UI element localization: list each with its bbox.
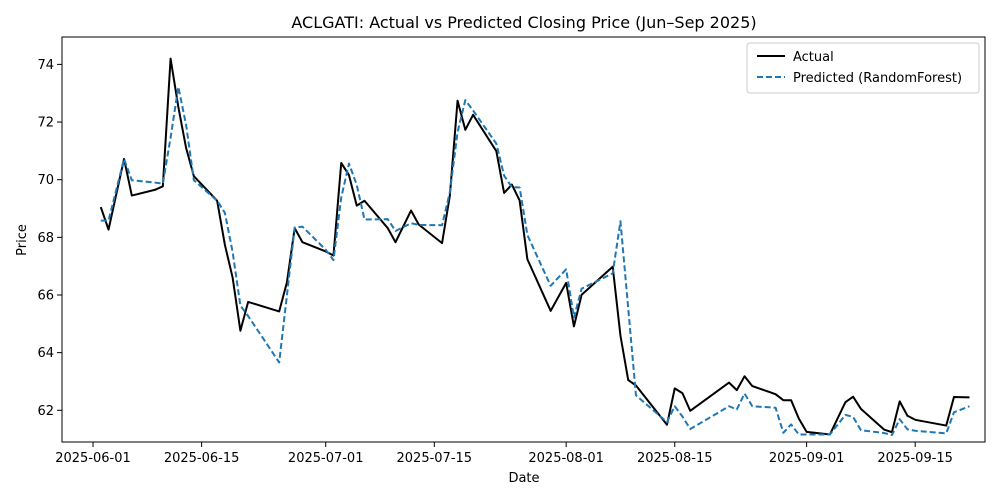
series-layer bbox=[99, 57, 970, 437]
y-axis-label: Price bbox=[15, 224, 30, 256]
y-tick-label: 72 bbox=[37, 116, 54, 131]
x-tick-label: 2025-07-15 bbox=[397, 451, 473, 466]
x-axis: 2025-06-01 2025-06-15 2025-07-01 2025-07-15… bbox=[55, 442, 953, 466]
y-axis: 62 64 66 68 70 72 74 bbox=[37, 58, 62, 419]
y-tick-label: 62 bbox=[37, 404, 54, 419]
y-tick-label: 64 bbox=[37, 346, 54, 361]
y-tick-label: 74 bbox=[37, 58, 54, 73]
legend: Actual Predicted (RandomForest) bbox=[746, 42, 980, 94]
chart-title: ACLGATI: Actual vs Predicted Closing Pri… bbox=[291, 13, 756, 32]
x-tick-label: 2025-09-15 bbox=[877, 451, 953, 466]
series-line-actual bbox=[99, 57, 970, 436]
y-tick-label: 66 bbox=[37, 288, 54, 303]
legend-label-actual: Actual bbox=[793, 50, 834, 65]
plot-area-frame bbox=[61, 36, 986, 443]
x-tick-label: 2025-09-01 bbox=[769, 451, 845, 466]
legend-label-predicted: Predicted (RandomForest) bbox=[793, 71, 962, 86]
y-tick-label: 68 bbox=[37, 231, 54, 246]
legend-box bbox=[746, 42, 980, 94]
x-tick-label: 2025-06-01 bbox=[55, 451, 131, 466]
x-tick-label: 2025-07-01 bbox=[288, 451, 364, 466]
x-tick-label: 2025-08-01 bbox=[528, 451, 604, 466]
x-tick-label: 2025-08-15 bbox=[637, 451, 713, 466]
x-tick-label: 2025-06-15 bbox=[164, 451, 240, 466]
series-line-predicted bbox=[100, 85, 970, 437]
x-axis-label: Date bbox=[508, 471, 539, 486]
y-tick-label: 70 bbox=[37, 173, 54, 188]
